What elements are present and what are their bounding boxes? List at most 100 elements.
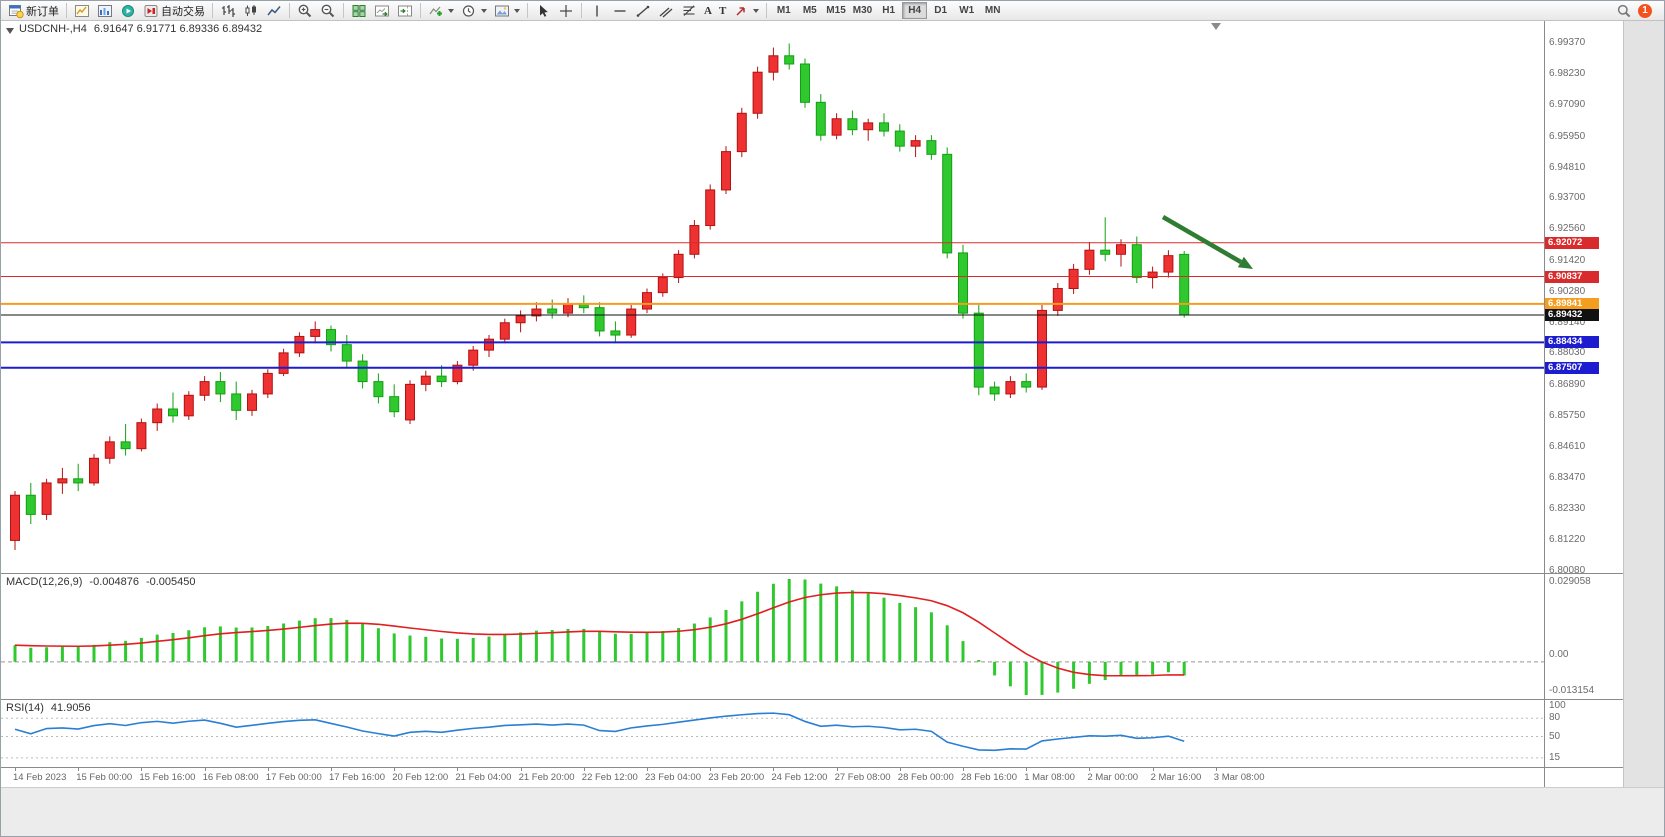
macd-chart[interactable] xyxy=(1,574,1544,699)
one-click-trading-toggle[interactable] xyxy=(6,28,14,34)
price-tag: 6.87507 xyxy=(1545,361,1599,374)
toolbar-separator xyxy=(527,3,528,18)
vertical-line-button[interactable] xyxy=(586,2,608,20)
macd-axis-label: 0.029058 xyxy=(1549,576,1591,587)
timeframe-m30-button[interactable]: M30 xyxy=(850,2,875,19)
time-axis[interactable]: 14 Feb 2023 15 Feb 00:00 15 Feb 16:00 16 Fe… xyxy=(1,767,1544,787)
fibonacci-icon xyxy=(683,4,695,16)
horizontal-line-button[interactable] xyxy=(609,2,631,20)
price-tag: 6.90837 xyxy=(1545,270,1599,283)
chart-shift-icon xyxy=(398,5,412,16)
time-tick xyxy=(647,768,648,771)
time-axis-label: 14 Feb 2023 xyxy=(13,772,67,783)
auto-trading-button[interactable]: 自动交易 xyxy=(140,2,208,20)
rsi-title: RSI(14) xyxy=(6,702,44,714)
zoom-out-icon xyxy=(321,4,335,17)
macd-panel[interactable]: MACD(12,26,9) -0.004876 -0.005450 xyxy=(1,573,1544,699)
time-axis-label: 2 Mar 16:00 xyxy=(1150,772,1202,783)
candlesticks xyxy=(10,43,1190,550)
fibonacci-button[interactable] xyxy=(678,2,700,20)
notification-badge[interactable]: 1 xyxy=(1638,3,1652,18)
rsi-axis-label: 100 xyxy=(1549,700,1566,712)
arrows-button[interactable] xyxy=(730,2,762,20)
search-icon xyxy=(1617,4,1631,17)
time-tick xyxy=(963,768,964,771)
new-order-button[interactable]: 新订单 xyxy=(5,2,62,20)
charts-icon xyxy=(75,4,89,17)
price-axis-label: 6.86890 xyxy=(1549,378,1586,390)
price-axis-label: 6.80080 xyxy=(1549,565,1586,577)
candlestick-button[interactable] xyxy=(240,2,262,20)
time-tick xyxy=(457,768,459,771)
auto-scroll-button[interactable] xyxy=(371,2,393,20)
time-tick xyxy=(1026,768,1028,771)
right-gutter xyxy=(1623,21,1664,787)
tile-windows-button[interactable] xyxy=(348,2,370,20)
price-axis-label: 6.93700 xyxy=(1549,192,1586,204)
timeframe-m15-button[interactable]: M15 xyxy=(823,2,848,19)
price-axis-label: 6.83470 xyxy=(1549,472,1586,484)
bar-chart-button[interactable] xyxy=(217,2,239,20)
chart-title: USDCNH-,H4 6.91647 6.91771 6.89336 6.894… xyxy=(19,23,262,35)
timeframe-m5-button[interactable]: M5 xyxy=(797,2,822,19)
time-tick xyxy=(773,768,775,771)
search-button[interactable] xyxy=(1613,2,1635,20)
line-chart-button[interactable] xyxy=(263,2,285,20)
indicators-button[interactable] xyxy=(425,2,457,20)
price-chart-panel[interactable]: USDCNH-,H4 6.91647 6.91771 6.89336 6.894… xyxy=(1,21,1544,573)
chart-shift-marker[interactable] xyxy=(1211,23,1221,30)
macd-axis-label: 0.00 xyxy=(1549,648,1569,660)
rsi-line xyxy=(14,712,1185,752)
price-axis-label: 6.92560 xyxy=(1549,223,1586,235)
timeframe-w1-button[interactable]: W1 xyxy=(954,2,979,19)
cursor-icon xyxy=(540,4,548,17)
rsi-value: 41.9056 xyxy=(50,702,91,714)
timeframe-m1-button[interactable]: M1 xyxy=(771,2,796,19)
chart-region: USDCNH-,H4 6.91647 6.91771 6.89336 6.894… xyxy=(1,21,1664,787)
text-button[interactable]: A xyxy=(701,2,715,20)
crosshair-button[interactable] xyxy=(555,2,577,20)
tile-windows-icon xyxy=(352,4,366,17)
toolbar-separator xyxy=(343,3,344,18)
candlestick-chart[interactable] xyxy=(1,21,1544,573)
timeframe-h4-button[interactable]: H4 xyxy=(902,2,928,19)
toolbar-separator xyxy=(766,3,768,18)
periods-button[interactable] xyxy=(458,2,490,20)
time-tick xyxy=(15,768,16,771)
zoom-out-button[interactable] xyxy=(317,2,339,20)
auto-trading-label: 自动交易 xyxy=(161,5,205,18)
price-axis-label: 6.85750 xyxy=(1549,409,1586,421)
strategy-tester-button[interactable] xyxy=(117,2,139,20)
cursor-button[interactable] xyxy=(532,2,554,20)
rsi-panel[interactable]: RSI(14) 41.9056 xyxy=(1,699,1544,767)
rsi-chart[interactable] xyxy=(1,700,1544,767)
timeframe-mn-button[interactable]: MN xyxy=(980,2,1005,19)
timeframe-h1-button[interactable]: H1 xyxy=(876,2,901,19)
zoom-in-button[interactable] xyxy=(294,2,316,20)
timeframe-d1-button[interactable]: D1 xyxy=(928,2,953,19)
auto-trading-icon xyxy=(144,4,158,17)
channel-button[interactable] xyxy=(655,2,677,20)
trend-arrow-annotation[interactable] xyxy=(1161,215,1253,269)
market-watch-button[interactable] xyxy=(94,2,116,20)
toolbar-separator xyxy=(212,3,213,18)
macd-title: MACD(12,26,9) xyxy=(6,576,83,588)
indicators-icon xyxy=(429,6,442,16)
time-axis-label: 2 Mar 00:00 xyxy=(1087,772,1139,783)
trendline-button[interactable] xyxy=(632,2,654,20)
arrows-icon xyxy=(736,6,746,16)
rsi-axis-label: 15 xyxy=(1549,751,1561,763)
time-axis-label: 21 Feb 04:00 xyxy=(455,772,512,783)
charts-button[interactable] xyxy=(71,2,93,20)
time-tick xyxy=(331,768,332,771)
templates-button[interactable] xyxy=(491,2,523,20)
price-axis[interactable]: 6.99370 6.98230 6.97090 6.95950 6.94810 6.937… xyxy=(1544,21,1623,787)
time-axis-label: 17 Feb 16:00 xyxy=(329,772,385,783)
time-tick xyxy=(710,768,712,771)
chart-shift-button[interactable] xyxy=(394,2,416,20)
candlestick-icon xyxy=(245,4,256,16)
price-tag: 6.89841 xyxy=(1545,297,1599,310)
time-axis-label: 1 Mar 08:00 xyxy=(1024,772,1075,783)
label-button[interactable]: T xyxy=(716,2,729,20)
price-axis-label: 6.91420 xyxy=(1549,254,1586,266)
